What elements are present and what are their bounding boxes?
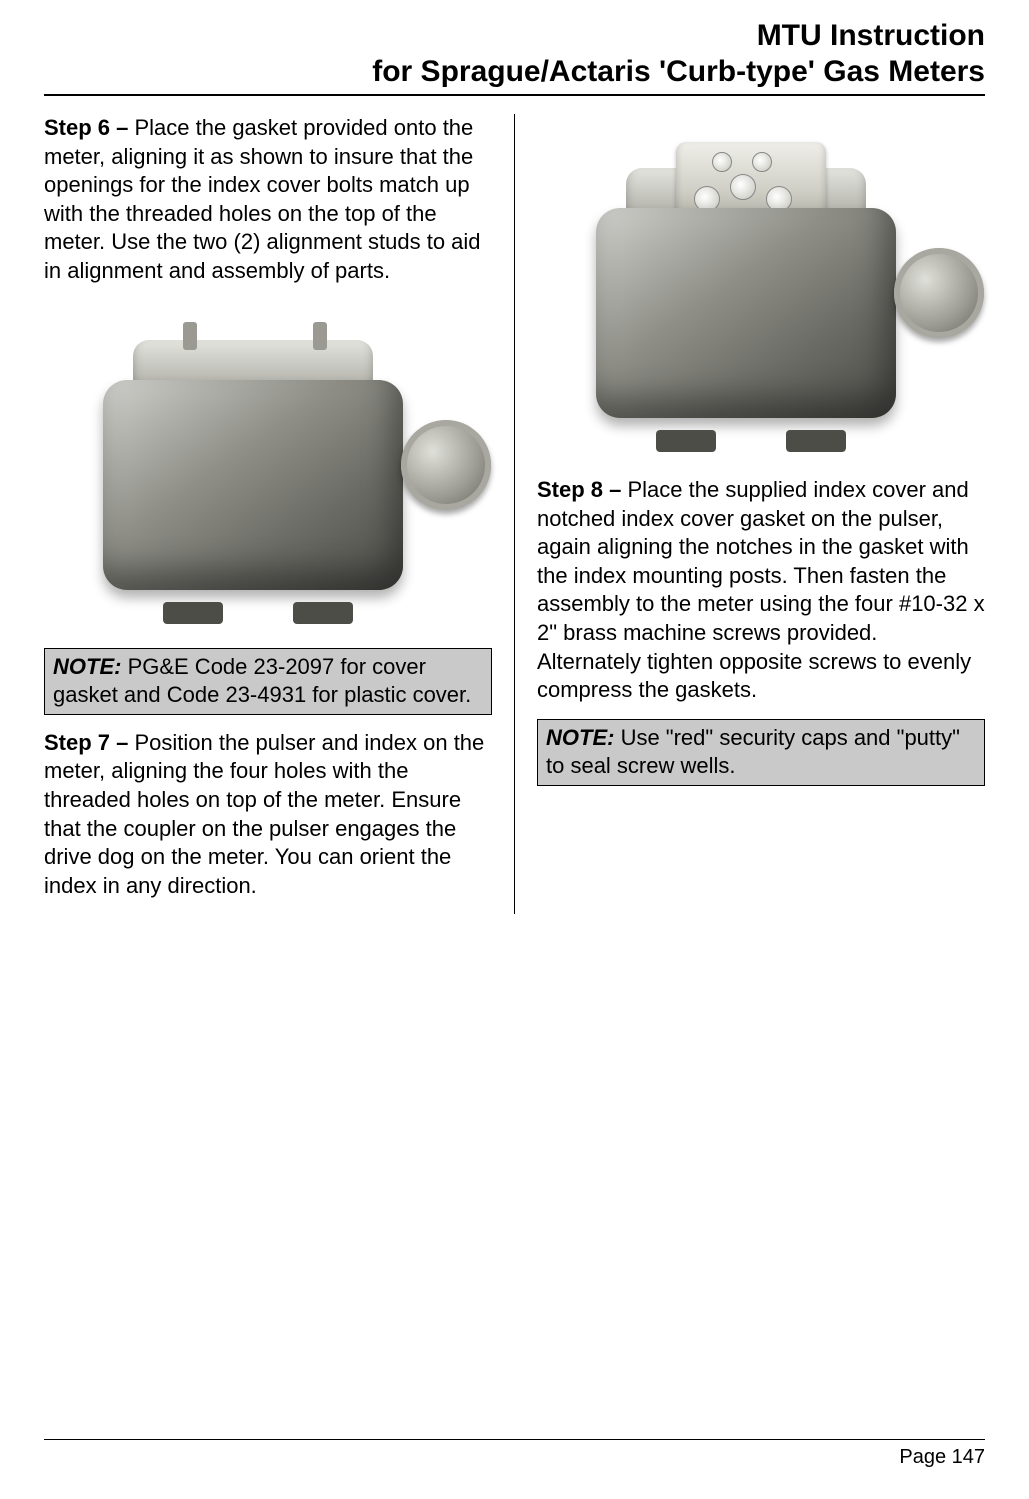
page-header: MTU Instruction for Sprague/Actaris 'Cur… [44, 18, 985, 96]
gas-meter-with-index-icon [566, 128, 956, 458]
left-column: Step 6 – Place the gasket provided onto … [44, 114, 515, 914]
step-8-label: Step 8 – [537, 477, 627, 502]
step-6-paragraph: Step 6 – Place the gasket provided onto … [44, 114, 492, 286]
step-8-text: Place the supplied index cover and notch… [537, 477, 985, 702]
note-box-1: NOTE: PG&E Code 23-2097 for cover gasket… [44, 648, 492, 715]
step-7-paragraph: Step 7 – Position the pulser and index o… [44, 729, 492, 901]
page-footer: Page 147 [44, 1439, 985, 1469]
header-line-2: for Sprague/Actaris 'Curb-type' Gas Mete… [44, 54, 985, 90]
step-8-photo [537, 128, 985, 458]
note-box-2: NOTE: Use "red" security caps and "putty… [537, 719, 985, 786]
step-6-label: Step 6 – [44, 115, 134, 140]
page-number: Page 147 [899, 1446, 985, 1468]
step-6-photo [44, 300, 492, 630]
step-7-label: Step 7 – [44, 730, 134, 755]
content-columns: Step 6 – Place the gasket provided onto … [44, 114, 985, 914]
gas-meter-icon [73, 300, 463, 630]
header-line-1: MTU Instruction [44, 18, 985, 54]
note-1-label: NOTE: [53, 654, 121, 679]
step-8-paragraph: Step 8 – Place the supplied index cover … [537, 476, 985, 705]
right-column: Step 8 – Place the supplied index cover … [515, 114, 985, 914]
note-2-label: NOTE: [546, 725, 614, 750]
step-6-text: Place the gasket provided onto the meter… [44, 115, 481, 283]
